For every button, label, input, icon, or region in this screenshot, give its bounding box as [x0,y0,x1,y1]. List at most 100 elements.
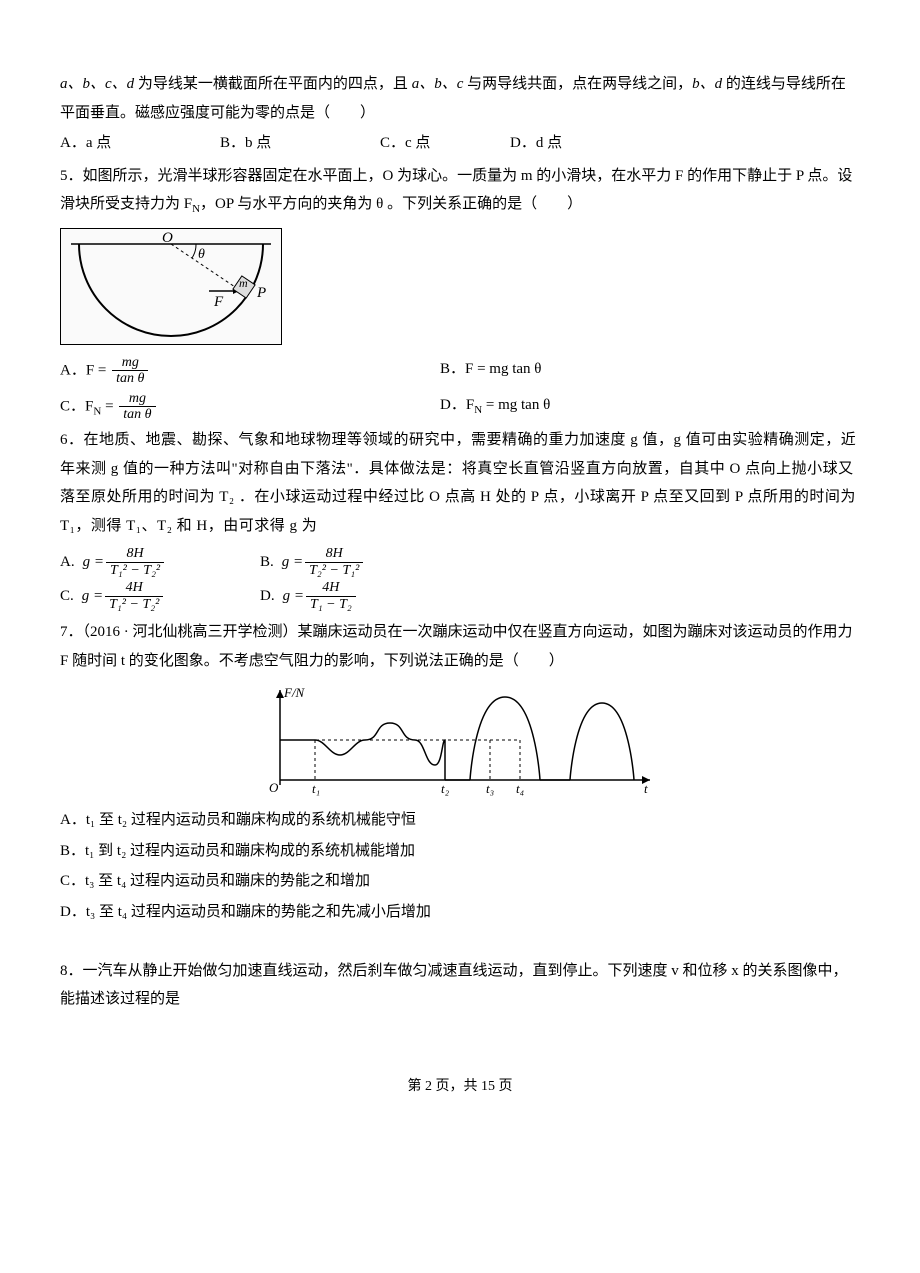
q5-theta-label: θ [198,247,205,262]
q7-xlabel: t [644,781,648,796]
q8-text: 8．一汽车从静止开始做匀加速直线运动，然后刹车做匀减速直线运动，直到停止。下列速… [60,957,860,1014]
q5-opt-b: B．F = mg tan θ [440,355,542,387]
q7-block: 7．（2016 · 河北仙桃高三开学检测）某蹦床运动员在一次蹦床运动中仅在竖直方… [60,618,860,926]
q5-c-pre: C．F [60,398,93,414]
q4-opt-b: B．b 点 [220,129,380,158]
q6-c-label: C. [60,582,74,611]
q6-a-num: 8H [106,546,164,562]
q8-body: 一汽车从静止开始做匀加速直线运动，然后刹车做匀减速直线运动，直到停止。下列速度 … [60,963,848,1008]
q6-c-frac: 4H T₁² − T₂² [105,580,163,612]
q6-c-den: T₁² − T₂² [105,597,163,612]
q5-m-label: m [239,276,248,290]
q6-a-den: T₁² − T₂² [106,563,164,578]
q5-d-rest: = mg tan θ [482,397,550,413]
q6-block: 6．在地质、地震、勘探、气象和地球物理等领域的研究中，需要精确的重力加速度 g … [60,426,860,612]
q7-chart: F/N O t₁ t₂ t₃ t₄ t [260,685,660,800]
q6-options: A. g = 8H T₁² − T₂² B. g = 8H T₂² − T₁² … [60,546,860,612]
q8-block: 8．一汽车从静止开始做匀加速直线运动，然后刹车做匀减速直线运动，直到停止。下列速… [60,957,860,1014]
q4-opt-d: D．d 点 [510,129,640,158]
q5-row-ab: A．F = mg tan θ B．F = mg tan θ [60,355,860,387]
footer-cur: 2 [425,1079,432,1094]
q4-t1: 为导线某一横截面所在平面内的四点，且 [138,76,412,92]
q6-body: 在地质、地震、勘探、气象和地球物理等领域的研究中，需要精确的重力加速度 g 值，… [60,432,856,534]
q5-b-text: B．F = mg tan θ [440,361,542,377]
q4-continuation: a、b、c、d 为导线某一横截面所在平面内的四点，且 a、b、c 与两导线共面，… [60,70,860,158]
q6-d-geq: g = [283,582,304,611]
footer-suf: 页 [495,1079,513,1094]
q6-b-label: B. [260,548,274,577]
q5-c-den: tan θ [119,407,155,422]
q5-O-label: O [162,230,173,246]
q7-ylabel: F/N [283,685,306,700]
footer-mid: 页，共 [432,1079,481,1094]
q4-options: A．a 点 B．b 点 C．c 点 D．d 点 [60,129,860,158]
q5-a-pre: A．F = [60,362,106,378]
q5-row-cd: C．FN = mg tan θ D．FN = mg tan θ [60,391,860,423]
page-footer: 第 2 页，共 15 页 [60,1074,860,1101]
q7-opt-b: B．t₁ 到 t₂ 过程内运动员和蹦床构成的系统机械能增加 [60,837,860,866]
q4-bd: b、d [692,76,726,92]
q7-body: （2016 · 河北仙桃高三开学检测）某蹦床运动员在一次蹦床运动中仅在竖直方向运… [60,624,853,669]
q6-a-label: A. [60,548,75,577]
q5-opt-a: A．F = mg tan θ [60,355,440,387]
q7-text: 7．（2016 · 河北仙桃高三开学检测）某蹦床运动员在一次蹦床运动中仅在竖直方… [60,618,860,675]
q5-text: 5．如图所示，光滑半球形容器固定在水平面上，O 为球心。一质量为 m 的小滑块，… [60,162,860,220]
q5-a-den: tan θ [112,371,148,386]
q4-opt-c: C．c 点 [380,129,510,158]
q5-diagram: O θ F P m [60,228,282,345]
q6-b-den: T₂² − T₁² [305,563,363,578]
q5-block: 5．如图所示，光滑半球形容器固定在水平面上，O 为球心。一质量为 m 的小滑块，… [60,162,860,423]
q6-c-num: 4H [105,580,163,596]
q4-t2: 与两导线共面，点在两导线之间， [467,76,692,92]
q5-d-pre: D．F [440,397,474,413]
q5-opt-c: C．FN = mg tan θ [60,391,440,423]
q6-d-den: T₁ − T₂ [306,597,356,612]
q7-t2: t₂ [441,781,450,796]
q6-b-frac: 8H T₂² − T₁² [305,546,363,578]
q6-text: 6．在地质、地震、勘探、气象和地球物理等领域的研究中，需要精确的重力加速度 g … [60,426,860,540]
q4-text: a、b、c、d 为导线某一横截面所在平面内的四点，且 a、b、c 与两导线共面，… [60,70,860,127]
q5-a-frac: mg tan θ [112,355,148,387]
q6-b-num: 8H [305,546,363,562]
q5-F-label: F [213,294,224,310]
q6-c-geq: g = [82,582,103,611]
q6-opt-b: B. g = 8H T₂² − T₁² [260,546,460,578]
q6-d-frac: 4H T₁ − T₂ [306,580,356,612]
q7-t3: t₃ [486,781,494,796]
q4-abc: a、b、c [412,76,467,92]
q7-num: 7． [60,624,83,640]
q6-a-geq: g = [83,548,104,577]
q7-opt-c: C．t₃ 至 t₄ 过程内运动员和蹦床的势能之和增加 [60,867,860,896]
q5-c-eq: = [101,398,117,414]
q5-svg: O θ F P m [61,229,281,344]
q5-c-num: mg [119,391,155,407]
q7-t4: t₄ [516,781,525,796]
q4-abcd: a、b、c、d [60,76,138,92]
footer-pre: 第 [408,1079,426,1094]
q5-sub: N [192,203,200,215]
q5-t3: ，OP 与水平方向的夹角为 θ 。下列关系正确的是（ ） [200,196,582,212]
q6-opt-c: C. g = 4H T₁² − T₂² [60,580,260,612]
q6-row-cd: C. g = 4H T₁² − T₂² D. g = 4H T₁ − T₂ [60,580,860,612]
q7-options: A．t₁ 至 t₂ 过程内运动员和蹦床构成的系统机械能守恒 B．t₁ 到 t₂ … [60,806,860,926]
q6-opt-d: D. g = 4H T₁ − T₂ [260,580,460,612]
q5-c-frac: mg tan θ [119,391,155,423]
q7-t1: t₁ [312,781,320,796]
q6-row-ab: A. g = 8H T₁² − T₂² B. g = 8H T₂² − T₁² [60,546,860,578]
q6-opt-a: A. g = 8H T₁² − T₂² [60,546,260,578]
q5-num: 5． [60,168,83,184]
q5-opt-d: D．FN = mg tan θ [440,391,550,423]
q8-num: 8． [60,963,83,979]
q5-d-sub: N [474,404,482,416]
q6-b-geq: g = [282,548,303,577]
footer-total: 15 [481,1079,495,1094]
q4-opt-a: A．a 点 [60,129,220,158]
q7-opt-a: A．t₁ 至 t₂ 过程内运动员和蹦床构成的系统机械能守恒 [60,806,860,835]
q6-a-frac: 8H T₁² − T₂² [106,546,164,578]
q5-P-label: P [256,285,266,301]
q6-d-num: 4H [306,580,356,596]
q7-opt-d: D．t₃ 至 t₄ 过程内运动员和蹦床的势能之和先减小后增加 [60,898,860,927]
q6-num: 6． [60,432,84,448]
q5-a-num: mg [112,355,148,371]
y-arrow-icon [276,690,284,698]
